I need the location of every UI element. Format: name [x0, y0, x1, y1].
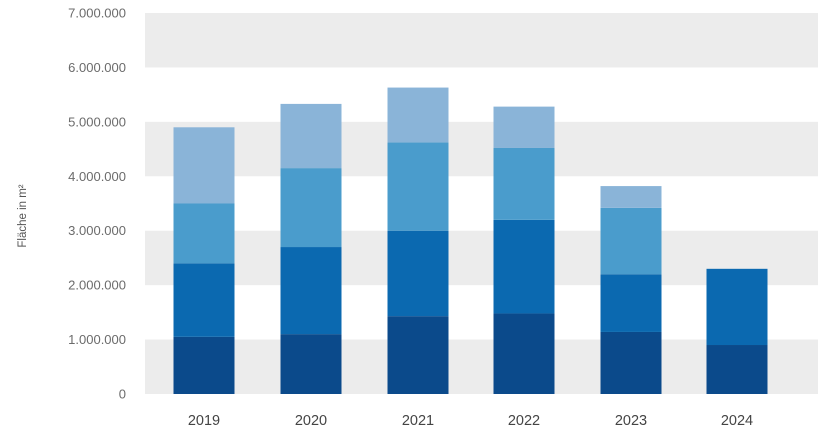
bar-segment [280, 247, 342, 335]
bar-segment [600, 274, 662, 332]
bar-segment [493, 147, 555, 220]
bar-segment [600, 331, 662, 394]
grid-band [145, 339, 818, 394]
bar-segment [600, 207, 662, 275]
x-tick-label: 2019 [188, 413, 220, 429]
bar-segment [173, 336, 235, 394]
y-axis-title: Fläche in m² [17, 184, 29, 247]
bar-segment [387, 316, 449, 394]
bar-segment [387, 230, 449, 317]
y-tick-label: 4.000.000 [68, 169, 126, 184]
bars [173, 87, 768, 394]
x-tick-label: 2023 [615, 413, 647, 429]
grid-band [145, 230, 818, 286]
grid-bands [145, 13, 818, 394]
bar-segment [173, 127, 235, 204]
x-tick-label: 2024 [721, 413, 753, 429]
bar-segment [493, 106, 555, 148]
bar-segment [706, 268, 768, 346]
bar-segment [280, 103, 342, 169]
bar-segment [706, 345, 768, 394]
y-tick-label: 7.000.000 [68, 6, 126, 21]
y-tick-label: 6.000.000 [68, 60, 126, 75]
bar-segment [493, 313, 555, 394]
bar-segment [280, 334, 342, 394]
grid-band [145, 13, 818, 68]
x-tick-label: 2022 [508, 413, 540, 429]
bar-segment [493, 219, 555, 314]
x-tick-label: 2021 [402, 413, 434, 429]
y-tick-label: 0 [119, 387, 126, 402]
y-tick-label: 3.000.000 [68, 223, 126, 238]
y-tick-label: 5.000.000 [68, 114, 126, 129]
x-tick-label: 2020 [295, 413, 327, 429]
bar-segment [387, 142, 449, 231]
x-axis-ticks: 2019 2020 2021 2022 2023 2024 [188, 413, 753, 429]
y-tick-label: 1.000.000 [68, 332, 126, 347]
bar-segment [280, 168, 342, 248]
bar-segment [173, 263, 235, 337]
bar-segment [387, 87, 449, 143]
bar-segment [173, 203, 235, 264]
y-axis-ticks: 0 1.000.000 2.000.000 3.000.000 4.000.000 5.0… [68, 6, 126, 402]
y-tick-label: 2.000.000 [68, 278, 126, 293]
bar-segment [600, 186, 662, 208]
grid-band [145, 121, 818, 177]
